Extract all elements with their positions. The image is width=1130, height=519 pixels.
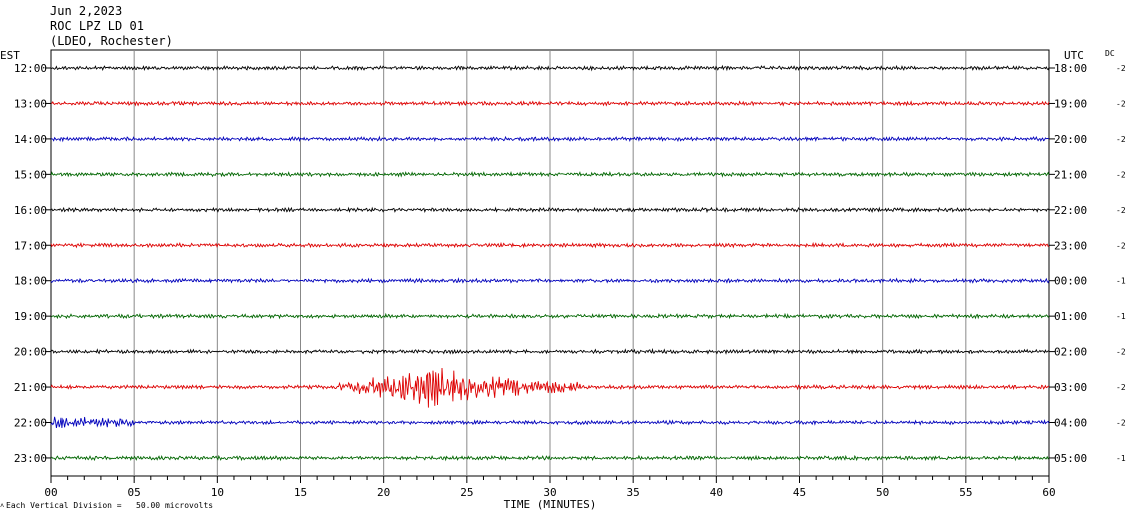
x-tick-label: 35 <box>627 486 640 499</box>
seismic-trace-1800 <box>50 277 1050 284</box>
seismic-trace-1600 <box>50 206 1050 214</box>
dc-value: -2 <box>1116 64 1126 73</box>
x-tick-label: 50 <box>876 486 889 499</box>
dc-value: -1 <box>1116 277 1126 286</box>
seismic-trace-2100 <box>50 367 1050 408</box>
x-tick-label: 60 <box>1042 486 1055 499</box>
seismic-trace-1200 <box>50 64 1050 72</box>
dc-value: -2 <box>1116 348 1126 357</box>
x-tick-label: 55 <box>959 486 972 499</box>
utc-label: 22:00 <box>1054 204 1087 217</box>
est-label: 19:00 <box>14 310 47 323</box>
est-label: 14:00 <box>14 133 47 146</box>
est-label: 16:00 <box>14 204 47 217</box>
est-label: 22:00 <box>14 417 47 430</box>
dc-value: -2 <box>1116 206 1126 215</box>
dc-value: -1 <box>1116 312 1126 321</box>
x-tick-label: 05 <box>128 486 141 499</box>
dc-value: -1 <box>1116 454 1126 463</box>
est-label: 17:00 <box>14 239 47 252</box>
x-tick-label: 45 <box>793 486 806 499</box>
utc-label: 00:00 <box>1054 275 1087 288</box>
utc-label: 18:00 <box>1054 62 1087 75</box>
seismic-trace-1900 <box>50 312 1050 320</box>
seismic-trace-1300 <box>50 100 1050 107</box>
est-label: 20:00 <box>14 346 47 359</box>
header-date: Jun 2,2023 <box>50 4 123 18</box>
utc-label: 19:00 <box>1054 97 1087 110</box>
est-label: 23:00 <box>14 452 47 465</box>
scale-marker-icon: ˄ <box>0 502 5 510</box>
x-tick-label: 00 <box>44 486 57 499</box>
dc-value: -2 <box>1116 383 1126 392</box>
dc-value: -2 <box>1116 419 1126 428</box>
utc-label: 01:00 <box>1054 310 1087 323</box>
x-tick-label: 40 <box>710 486 723 499</box>
utc-label: 21:00 <box>1054 168 1087 181</box>
dc-value: -2 <box>1116 135 1126 144</box>
seismic-trace-1400 <box>50 135 1050 143</box>
seismic-trace-1700 <box>50 241 1050 249</box>
x-tick-label: 10 <box>211 486 224 499</box>
est-label: 15:00 <box>14 168 47 181</box>
dc-value: -2 <box>1116 170 1126 179</box>
x-tick-label: 15 <box>294 486 307 499</box>
dc-value: -2 <box>1116 241 1126 250</box>
est-label: 12:00 <box>14 62 47 75</box>
utc-axis-title: UTC <box>1064 49 1084 62</box>
utc-label: 05:00 <box>1054 452 1087 465</box>
dc-value: -2 <box>1116 99 1126 108</box>
scale-note: Each Vertical Division = 50.00 microvolt… <box>6 501 214 510</box>
utc-label: 03:00 <box>1054 381 1087 394</box>
est-label: 21:00 <box>14 381 47 394</box>
header-network: (LDEO, Rochester) <box>50 34 173 48</box>
utc-label: 20:00 <box>1054 133 1087 146</box>
seismic-trace-2300 <box>50 454 1050 462</box>
est-label: 13:00 <box>14 97 47 110</box>
seismic-trace-2000 <box>50 347 1050 355</box>
est-label: 18:00 <box>14 275 47 288</box>
x-tick-label: 25 <box>460 486 473 499</box>
est-axis-title: EST <box>0 49 20 62</box>
x-tick-label: 20 <box>377 486 390 499</box>
dc-title: DC <box>1105 49 1115 58</box>
seismic-trace-1500 <box>50 170 1050 178</box>
utc-label: 04:00 <box>1054 417 1087 430</box>
utc-label: 02:00 <box>1054 346 1087 359</box>
header-station: ROC LPZ LD 01 <box>50 19 144 33</box>
utc-label: 23:00 <box>1054 239 1087 252</box>
x-tick-label: 30 <box>543 486 556 499</box>
seismic-trace-2200 <box>50 416 1050 429</box>
x-axis-title: TIME (MINUTES) <box>504 498 597 511</box>
